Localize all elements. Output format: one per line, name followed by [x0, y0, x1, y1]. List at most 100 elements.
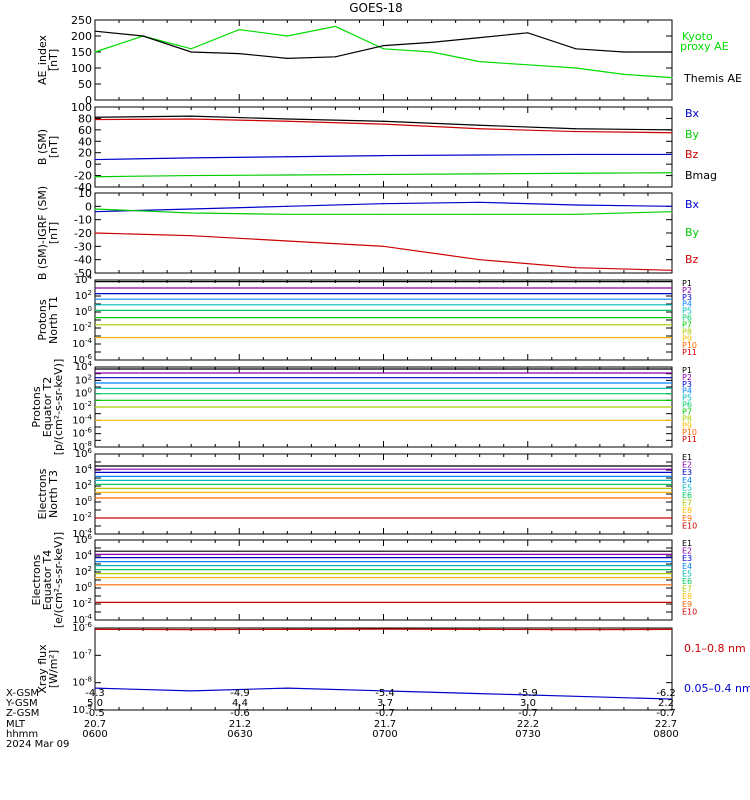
y-tick-label: 100 [75, 495, 92, 508]
legend-label: Kyoto [682, 30, 713, 43]
y-tick-label: 10 [78, 187, 92, 200]
footer-row-label: Z-GSM [6, 708, 40, 720]
y-tick-label: 100 [71, 101, 92, 114]
data-point [142, 35, 144, 37]
legend-label: Themis AE [683, 72, 742, 85]
y-tick-label: 60 [78, 124, 92, 137]
y-tick-label: 10-8 [72, 440, 92, 453]
footer-value: -5.9 [518, 688, 538, 699]
data-point [382, 120, 385, 122]
y-tick-label: 10-8 [72, 676, 92, 689]
footer-value: -0.7 [656, 708, 676, 720]
series-line [94, 687, 673, 700]
legend-label: Bx [685, 107, 700, 120]
footer-value: -6.2 [656, 688, 676, 699]
y-tick-label: 104 [75, 273, 93, 286]
data-point [430, 51, 433, 53]
y-tick-label: 10-2 [72, 597, 92, 610]
series-line [94, 30, 672, 60]
legend-label: P10 [682, 428, 697, 437]
y-tick-label: 10-2 [72, 400, 92, 413]
legend-label: proxy AE [680, 40, 729, 53]
y-tick-label: 200 [71, 30, 92, 43]
footer-value: -4.3 [85, 688, 105, 699]
data-point [575, 204, 577, 206]
y-axis-label: B (SM) [36, 129, 49, 165]
ephemeris-footer: X-GSM -4.3 -4.9 -5.4 -5.9 -6.2 Y-GSM 5.0 4.4 3.7 3… [6, 688, 679, 750]
y-tick-label: 100 [75, 387, 92, 400]
data-point [623, 51, 625, 53]
y-tick-label: 150 [71, 46, 92, 59]
y-axis-label: [e/(cm²-s-sr-keV)] [52, 532, 65, 628]
footer-row: X-GSM -4.3 -4.9 -5.4 -5.9 -6.2 [6, 688, 676, 699]
footer-value: 21.2 [228, 718, 252, 730]
data-point [94, 30, 96, 32]
panel-frame [94, 539, 673, 621]
y-tick-label: 10-2 [72, 321, 92, 334]
legend-label: E9 [682, 600, 692, 609]
y-tick-label: 104 [75, 549, 93, 562]
legend-label: P6 [682, 401, 692, 410]
footer-value: -0.7 [518, 708, 538, 720]
y-tick-label: 102 [75, 289, 92, 302]
footer-value: 20.7 [83, 718, 107, 730]
data-point [479, 154, 481, 156]
legend-label: P9 [682, 334, 692, 343]
data-point [575, 130, 577, 133]
legend-label: E7 [682, 499, 692, 508]
data-point [382, 154, 385, 157]
y-tick-label: 100 [71, 62, 92, 75]
footer-row-label: hhmm [6, 728, 39, 740]
footer-value: 22.2 [516, 718, 540, 730]
data-point [671, 269, 673, 271]
footer-row-label: MLT [6, 718, 25, 730]
footer-value: 3.0 [520, 698, 536, 710]
data-point [190, 157, 192, 159]
legend-label: E4 [682, 476, 692, 485]
data-point [94, 158, 96, 161]
data-point [94, 118, 96, 121]
footer-value: 5.0 [87, 698, 103, 710]
legend-label: E5 [682, 483, 692, 492]
data-point [238, 53, 240, 55]
y-tick-label: 100 [75, 305, 92, 318]
data-point [479, 124, 481, 126]
legend-label: E6 [682, 577, 692, 586]
data-point [190, 118, 192, 120]
data-point [527, 32, 529, 34]
data-point [382, 173, 385, 176]
y-axis-label: [W/m²] [47, 650, 60, 688]
footer-value: 0730 [515, 728, 541, 740]
y-tick-label: -20 [74, 170, 92, 183]
data-point [238, 29, 240, 31]
footer-value: 22.7 [654, 718, 678, 730]
panel-xray: 10-6 10-7 10-8 10-9 Xray flux[W/m²] 0.1–0.8 n… [36, 621, 750, 716]
y-tick-label: 10-9 [72, 703, 92, 716]
data-point [671, 205, 673, 207]
y-tick-label: -20 [74, 227, 92, 240]
footer-row: hhmm 0600 0630 0700 0730 0800 [6, 728, 679, 740]
y-axis-label: Electrons [36, 468, 49, 519]
legend-label: Bx [685, 198, 700, 211]
legend-label: E4 [682, 562, 692, 571]
footer-value: 4.4 [232, 698, 248, 710]
data-point [94, 176, 96, 178]
legend-label: E6 [682, 491, 692, 500]
footer-value: 2.2 [658, 698, 674, 710]
legend-label: Bz [685, 253, 699, 266]
legend-label: E1 [682, 539, 692, 548]
y-axis-label: [nT] [47, 136, 60, 158]
footer-row: Z-GSM -0.5 -0.6 -0.7 -0.7 -0.7 [6, 708, 676, 720]
footer-value: -0.5 [85, 708, 105, 720]
data-point [671, 211, 673, 213]
footer-value: 0700 [372, 728, 398, 740]
data-point [190, 235, 192, 237]
data-point [94, 232, 96, 234]
y-tick-label: 100 [75, 581, 92, 594]
date-label: 2024 Mar 09 [6, 738, 70, 750]
legend-label: P1 [682, 366, 692, 375]
y-tick-label: 102 [75, 479, 92, 492]
data-point [479, 128, 481, 130]
